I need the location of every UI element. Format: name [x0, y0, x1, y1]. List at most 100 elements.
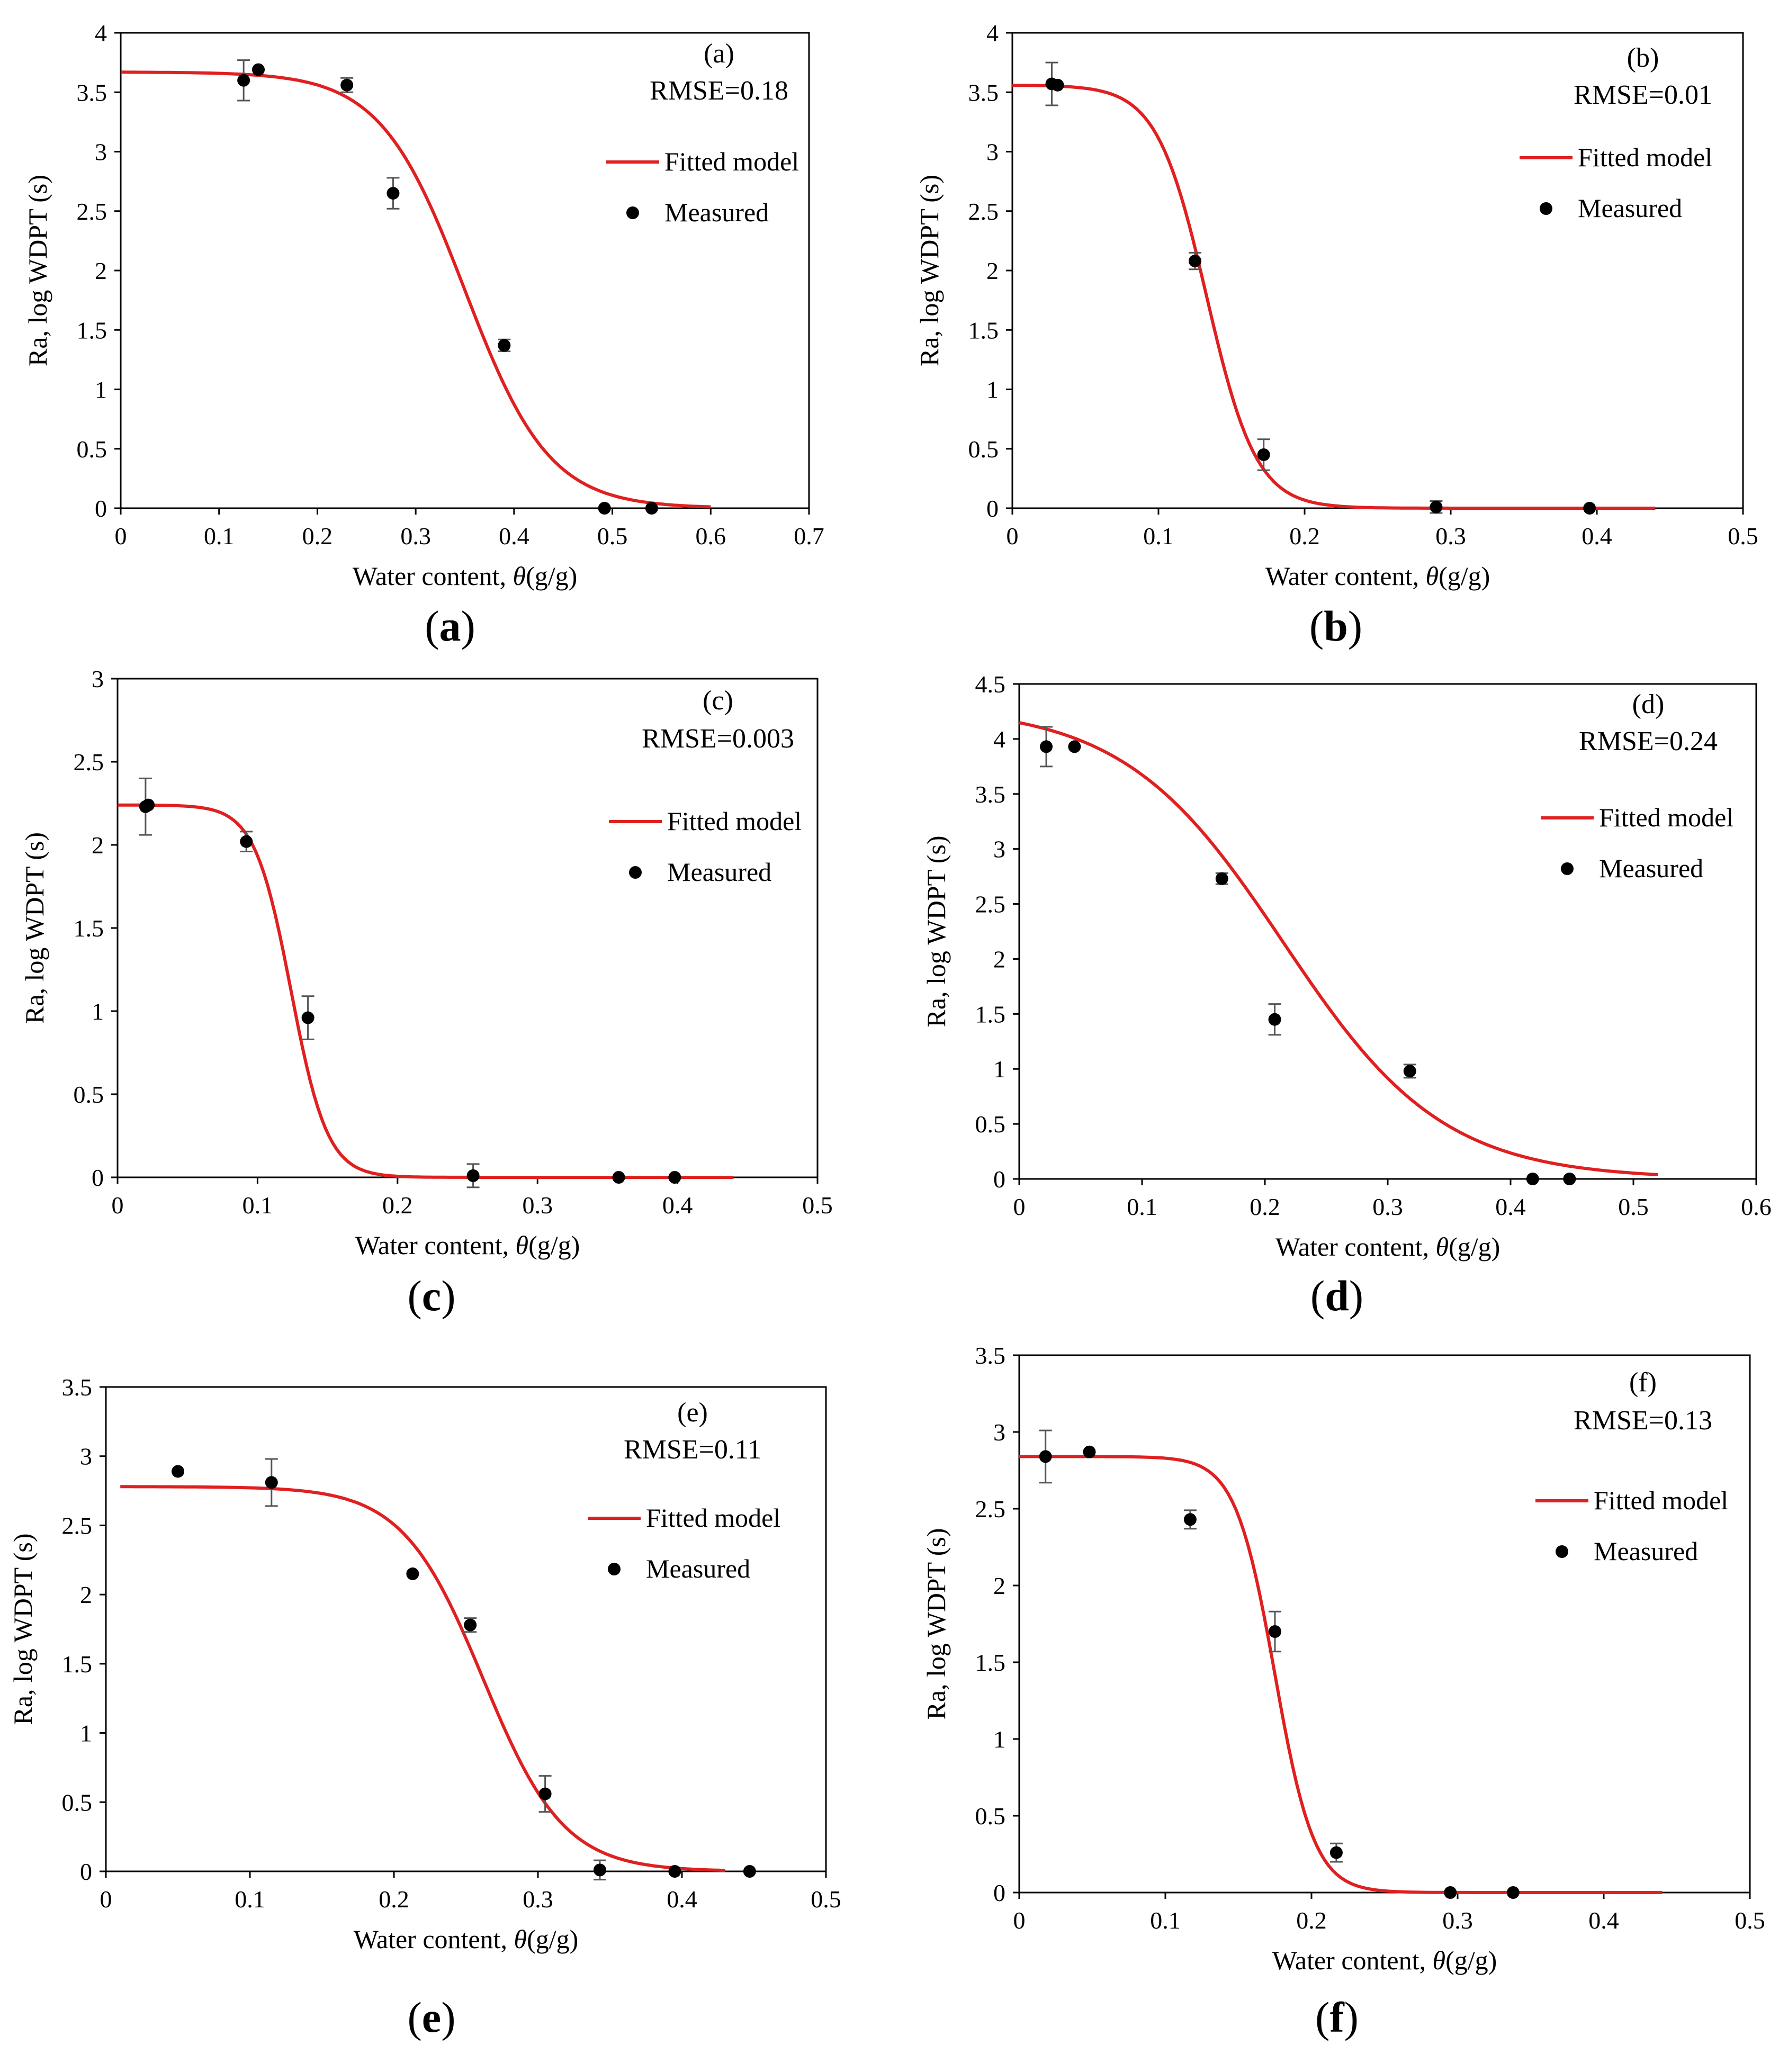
legend-measured-label: Measured [1599, 853, 1703, 883]
y-tick-label: 3 [80, 1443, 92, 1470]
x-tick-label: 0.6 [1741, 1193, 1772, 1220]
legend-measured-label: Measured [646, 1554, 750, 1583]
legend-measured-label: Measured [1578, 193, 1682, 223]
panel-label: (b) [1627, 43, 1659, 73]
y-axis-label: Ra, log WDPT (s) [20, 832, 49, 1024]
x-tick-label: 0.4 [662, 1192, 693, 1219]
x-tick-label: 0.1 [1150, 1907, 1181, 1934]
measured-point [466, 1169, 480, 1182]
x-tick-label: 0.5 [597, 522, 628, 549]
y-tick-label: 1.5 [62, 1651, 93, 1678]
x-tick-label: 0 [1013, 1907, 1026, 1934]
y-tick-label: 3.5 [968, 79, 999, 106]
y-tick-label: 3.5 [62, 1374, 93, 1401]
y-tick-label: 2 [993, 1572, 1005, 1599]
x-tick-label: 0.4 [1588, 1907, 1619, 1934]
y-tick-label: 4 [95, 20, 107, 47]
x-tick-label: 0.4 [667, 1886, 697, 1913]
y-tick-label: 2.5 [77, 198, 107, 225]
y-tick-label: 1 [993, 1056, 1005, 1083]
caption-open-paren: ( [425, 602, 439, 650]
x-tick-label: 0.4 [1495, 1193, 1526, 1220]
measured-point [1183, 1513, 1197, 1526]
measured-point [645, 502, 658, 515]
measured-point [1068, 740, 1081, 753]
panel-caption: (f) [1315, 1993, 1359, 2041]
x-axis-label: Water content, θ(g/g) [355, 1230, 580, 1260]
x-tick-label: 0 [1007, 522, 1019, 549]
x-tick-label: 0.7 [794, 522, 824, 549]
x-axis-label-unit: (g/g) [526, 561, 577, 591]
y-tick-label: 0 [993, 1879, 1005, 1906]
measured-point [1430, 500, 1443, 514]
panel-label: (d) [1632, 689, 1665, 719]
chart-panel-b: 0 0.1 0.2 0.3 0.4 0.5 0 0.5 1 1.5 2 2.5 3 3.5 4 Water c… [914, 20, 1758, 650]
y-tick-label: 2.5 [74, 749, 104, 776]
measured-point [668, 1171, 681, 1184]
y-tick-label: 3.5 [77, 79, 107, 106]
x-axis-label: Water content, θ(g/g) [353, 561, 578, 591]
y-tick-label: 1.5 [975, 1001, 1006, 1028]
y-tick-label: 0.5 [77, 436, 107, 463]
caption-close-paren: ) [1349, 1272, 1363, 1320]
x-axis-label-symbol: θ [1426, 561, 1439, 591]
caption-close-paren: ) [1344, 1993, 1359, 2041]
legend-measured-label: Measured [667, 857, 771, 887]
measured-point [1563, 1173, 1576, 1185]
x-axis-label-symbol: θ [513, 561, 526, 591]
x-axis-label-unit: (g/g) [1449, 1232, 1500, 1262]
caption-close-paren: ) [441, 1272, 455, 1320]
measured-point [240, 835, 253, 848]
y-tick-label: 3 [95, 139, 107, 166]
caption-letter: d [1325, 1272, 1349, 1320]
measured-point [598, 502, 611, 515]
fitted-model-curve [121, 70, 711, 509]
y-tick-label: 0 [80, 1858, 92, 1885]
y-tick-label: 1 [993, 1726, 1005, 1753]
caption-letter: b [1324, 602, 1348, 650]
caption-open-paren: ( [1315, 1993, 1329, 2041]
x-tick-label: 0 [100, 1886, 112, 1913]
x-tick-label: 0.1 [204, 522, 235, 549]
x-axis-label-unit: (g/g) [528, 1230, 580, 1260]
legend-fitted-label: Fitted model [1594, 1485, 1728, 1515]
panel-label: (c) [703, 686, 733, 716]
y-tick-label: 1.5 [74, 915, 104, 942]
y-axis-label: Ra, log WDPT (s) [8, 1533, 38, 1725]
y-tick-label: 2 [993, 945, 1005, 972]
fitted-model-curve [1019, 1455, 1663, 1894]
y-tick-label: 4.5 [975, 671, 1006, 698]
x-tick-label: 0.2 [379, 1886, 409, 1913]
panel-label: (e) [677, 1398, 708, 1428]
fitted-model-curve [120, 1485, 725, 1872]
x-axis-label-text: Water content, [355, 1230, 516, 1260]
y-tick-label: 2.5 [62, 1512, 93, 1539]
chart-panel-f: 0 0.1 0.2 0.3 0.4 0.5 0 0.5 1 1.5 2 2.5 3 3.5 Water co… [921, 1342, 1765, 2041]
panel-caption: (d) [1310, 1272, 1363, 1320]
x-tick-label: 0.2 [1250, 1193, 1280, 1220]
panel-caption: (a) [425, 602, 475, 650]
x-tick-label: 0.5 [1728, 522, 1758, 549]
legend-fitted-label: Fitted model [664, 147, 799, 176]
measured-point [252, 63, 265, 76]
caption-letter: a [439, 602, 461, 650]
measured-point [538, 1787, 552, 1800]
measured-point [1444, 1886, 1457, 1899]
y-tick-label: 0 [986, 495, 999, 522]
legend-fitted-label: Fitted model [1599, 803, 1733, 832]
measured-point [464, 1618, 477, 1632]
legend-measured-swatch [608, 1563, 621, 1575]
panel-label: (f) [1629, 1367, 1657, 1398]
y-tick-label: 3 [993, 836, 1005, 863]
measured-point [1526, 1173, 1539, 1185]
x-axis-label-unit: (g/g) [1445, 1945, 1497, 1975]
legend-measured-label: Measured [1594, 1536, 1698, 1566]
y-tick-label: 1 [92, 998, 104, 1025]
x-tick-label: 0.5 [1735, 1907, 1765, 1934]
y-tick-label: 3 [92, 665, 104, 692]
x-tick-label: 0.4 [1582, 522, 1612, 549]
y-tick-label: 0.5 [975, 1803, 1006, 1830]
caption-open-paren: ( [1309, 602, 1324, 650]
